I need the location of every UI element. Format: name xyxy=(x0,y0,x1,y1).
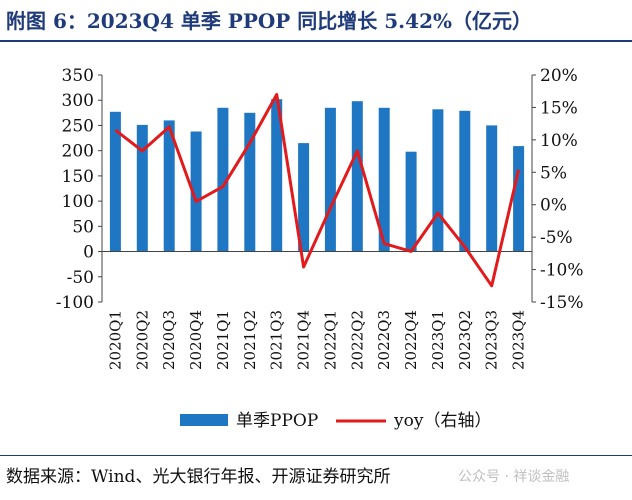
x-tick-label: 2021Q2 xyxy=(241,310,259,370)
yoy-line xyxy=(114,93,521,288)
legend-line-label: yoy（右轴） xyxy=(393,411,491,431)
source-note: 数据来源：Wind、光大银行年报、开源证券研究所 xyxy=(6,467,391,487)
left-tick-label: 150 xyxy=(62,167,94,187)
x-tick-label: 2023Q3 xyxy=(483,310,501,370)
left-tick-label: 350 xyxy=(62,66,94,86)
chart-title: 附图 6：2023Q4 单季 PPOP 同比增长 5.42%（亿元） xyxy=(6,9,532,33)
x-tick-label: 2022Q1 xyxy=(321,310,339,370)
right-tick-label: -5% xyxy=(540,228,573,248)
x-tick-label: 2022Q4 xyxy=(402,310,420,370)
bar-2022Q1 xyxy=(324,107,336,252)
x-tick-label: 2020Q4 xyxy=(187,310,205,370)
left-tick-label: 300 xyxy=(62,91,94,111)
x-tick-label: 2020Q1 xyxy=(106,310,124,370)
legend: 单季PPOP yoy（右轴） xyxy=(180,411,491,431)
x-tick-label: 2020Q2 xyxy=(133,310,151,370)
bar-2022Q2 xyxy=(351,101,363,252)
bar-2021Q4 xyxy=(298,143,310,252)
right-tick-label: 10% xyxy=(540,131,578,151)
right-tick-label: 0% xyxy=(540,196,567,216)
bar-2022Q3 xyxy=(378,107,390,252)
left-tick-label: 0 xyxy=(83,243,94,263)
x-tick-label: 2023Q4 xyxy=(510,310,528,370)
bar-2020Q1 xyxy=(109,111,121,252)
x-tick-label: 2023Q1 xyxy=(429,310,447,370)
left-tick-label: -100 xyxy=(56,293,94,313)
x-tick-label: 2021Q3 xyxy=(268,310,286,370)
x-tick-label: 2021Q1 xyxy=(214,310,232,370)
right-tick-label: 20% xyxy=(540,66,578,86)
left-tick-label: 250 xyxy=(62,116,94,136)
left-tick-label: 200 xyxy=(62,142,94,162)
left-tick-label: -50 xyxy=(67,268,94,288)
bar-2023Q1 xyxy=(432,109,444,252)
bar-2023Q2 xyxy=(459,110,471,252)
right-tick-label: -10% xyxy=(540,261,584,281)
x-tick-label: 2023Q2 xyxy=(456,310,474,370)
legend-bar-label: 单季PPOP xyxy=(236,411,318,431)
bar-2023Q3 xyxy=(486,125,498,252)
title-rule xyxy=(0,40,632,42)
bar-2020Q3 xyxy=(163,120,175,252)
bar-2021Q3 xyxy=(271,99,283,252)
bar-2021Q2 xyxy=(244,112,256,252)
bar-series xyxy=(109,99,525,252)
bar-2020Q4 xyxy=(190,131,202,252)
x-tick-label: 2021Q4 xyxy=(295,310,313,370)
x-tick-label: 2020Q3 xyxy=(160,310,178,370)
left-tick-label: 100 xyxy=(62,192,94,212)
bar-2020Q2 xyxy=(136,124,148,252)
right-tick-label: 5% xyxy=(540,163,567,183)
yoy-line-series xyxy=(114,93,521,288)
left-tick-label: 50 xyxy=(72,217,94,237)
right-tick-label: 15% xyxy=(540,98,578,118)
bar-2023Q4 xyxy=(513,146,525,252)
x-tick-label: 2022Q3 xyxy=(375,310,393,370)
bar-2022Q4 xyxy=(405,151,417,252)
axes: -100 -50 0 50 100 150 200 250 300 350 -15% -10% -5% 0… xyxy=(56,66,584,370)
footer-rule xyxy=(0,455,632,456)
chart: -100 -50 0 50 100 150 200 250 300 350 -15% -10% -5% 0… xyxy=(56,66,584,431)
right-tick-label: -15% xyxy=(540,293,584,313)
watermark: 公众号 · 祥谈金融 xyxy=(458,469,570,485)
x-tick-label: 2022Q2 xyxy=(348,310,366,370)
legend-bar-swatch xyxy=(180,414,228,426)
bar-2021Q1 xyxy=(217,107,229,252)
